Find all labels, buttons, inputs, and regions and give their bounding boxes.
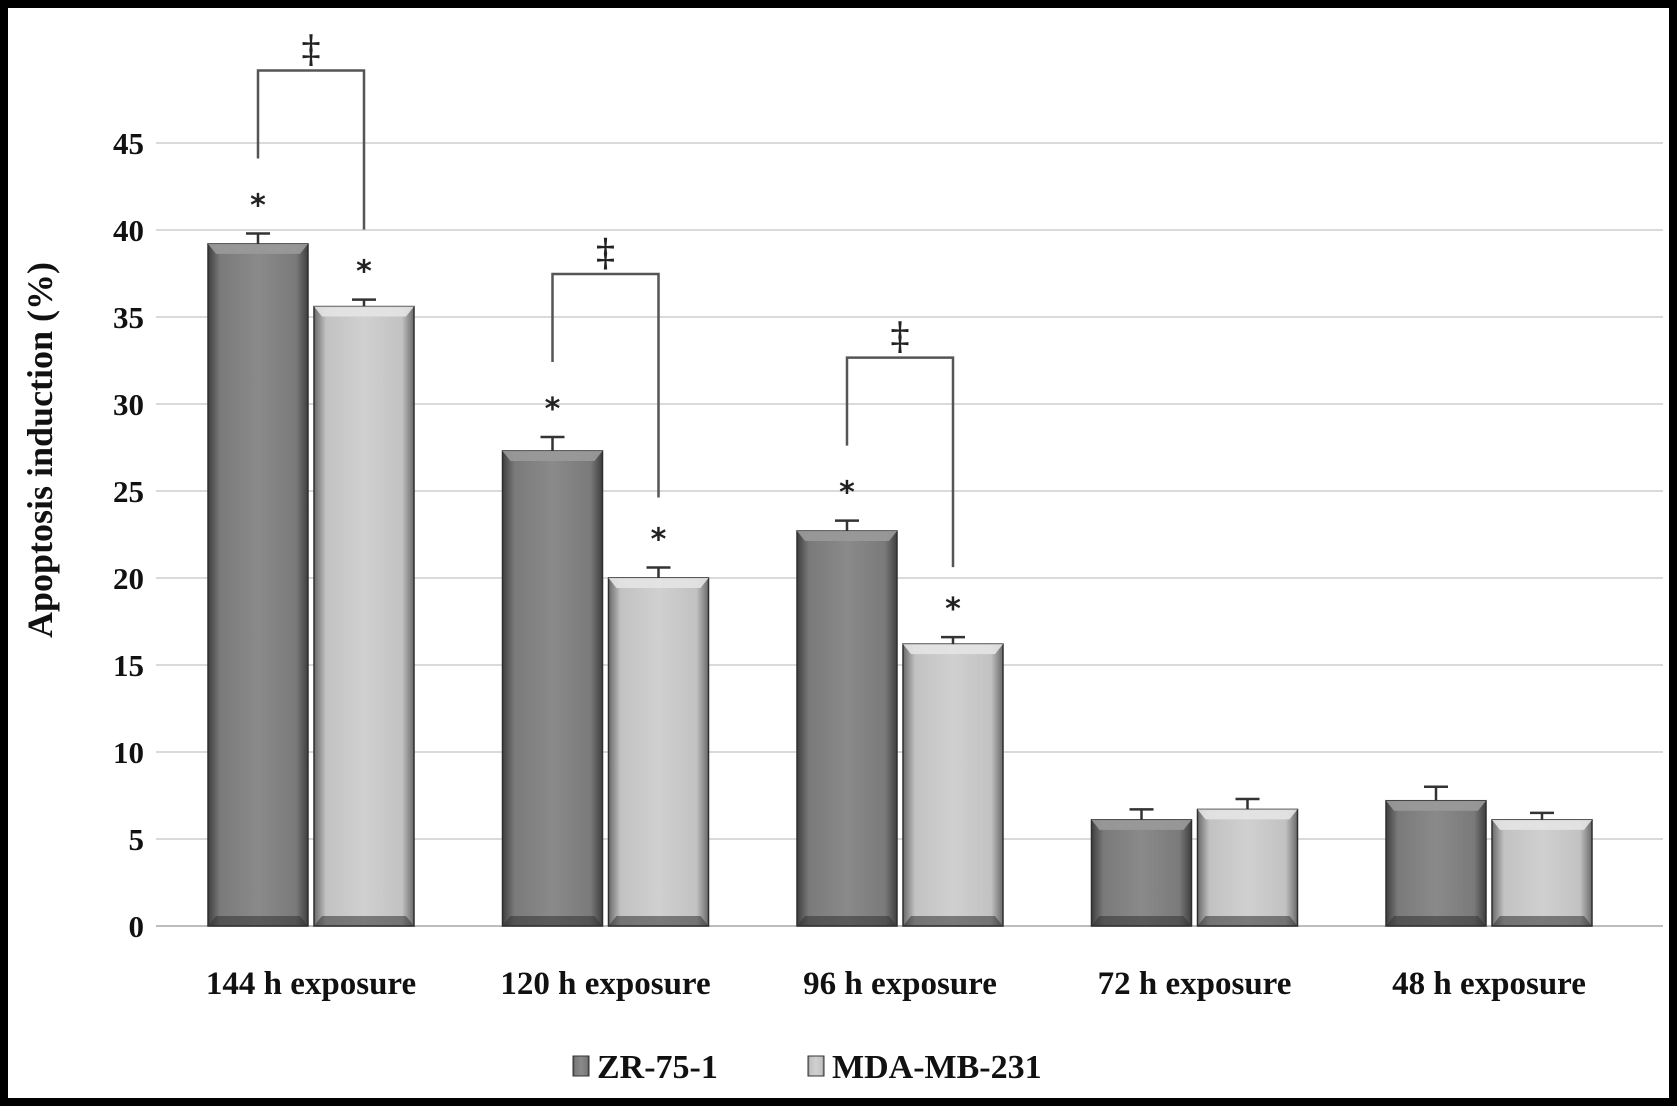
- x-tick-label: 72 h exposure: [1098, 966, 1292, 1002]
- y-tick-label: 45: [113, 126, 144, 161]
- significance-asterisk: *: [250, 188, 266, 223]
- significance-asterisk: *: [945, 592, 961, 627]
- bar-bevel: [608, 916, 709, 926]
- bar-bevel: [502, 916, 603, 926]
- significance-asterisk: *: [545, 392, 561, 427]
- y-tick-label: 30: [113, 387, 144, 422]
- bars: [207, 232, 1593, 927]
- bar-zr-75-1-4: [1385, 799, 1487, 927]
- bar-mda-mb-231-2: [902, 643, 1004, 927]
- bar-mda-mb-231-0: [313, 305, 415, 927]
- double-dagger-mark: ‡: [596, 231, 615, 275]
- bar-mda-mb-231-3: [1196, 808, 1299, 927]
- bar-zr-75-1-2: [796, 530, 898, 927]
- chart-frame: 0 5 10 15 20 25 30 35 40 45 * * * * * * ‡ ‡ ‡ 144 h expos…: [8, 8, 1669, 1098]
- double-dagger-mark: ‡: [302, 27, 321, 71]
- bar-bevel: [1386, 916, 1486, 926]
- y-tick-label: 15: [113, 648, 144, 683]
- legend: ZR-75-1 MDA-MB-231: [572, 1049, 1042, 1086]
- bar-zr-75-1-1: [501, 450, 604, 927]
- comparison-bracket: [256, 69, 366, 230]
- legend-swatch-mda-mb-231: [807, 1055, 825, 1077]
- bar-bevel: [1091, 819, 1192, 830]
- bar-bevel: [208, 243, 308, 254]
- y-axis-ticks: 0 5 10 15 20 25 30 35 40 45: [113, 126, 144, 944]
- bar-bevel: [797, 531, 897, 542]
- bar-bevel: [208, 916, 308, 926]
- bar-bevel: [797, 916, 897, 926]
- x-tick-label: 144 h exposure: [206, 966, 416, 1002]
- y-tick-label: 0: [129, 909, 145, 944]
- y-tick-label: 20: [113, 561, 144, 596]
- bar-bevel: [903, 916, 1003, 926]
- y-tick-label: 40: [113, 213, 144, 248]
- legend-swatch-zr-75-1: [572, 1055, 590, 1077]
- bar-mda-mb-231-1: [607, 577, 710, 927]
- bar-bevel: [314, 306, 414, 317]
- x-axis-labels: 144 h exposure 120 h exposure 96 h exposur…: [206, 966, 1586, 1002]
- bar-mda-mb-231-4: [1491, 819, 1593, 927]
- y-tick-label: 35: [113, 300, 144, 335]
- x-tick-label: 48 h exposure: [1392, 966, 1586, 1002]
- bar-bevel: [314, 916, 414, 926]
- bar-bevel: [1197, 916, 1298, 926]
- x-tick-label: 96 h exposure: [803, 966, 997, 1002]
- bar-bevel: [903, 644, 1003, 655]
- bar-zr-75-1-3: [1090, 819, 1193, 927]
- y-tick-label: 5: [129, 822, 145, 857]
- significance-asterisk: *: [651, 523, 667, 558]
- significance-asterisk: *: [356, 255, 372, 290]
- legend-label: MDA-MB-231: [832, 1049, 1042, 1086]
- double-dagger-mark: ‡: [891, 315, 910, 359]
- bar-bevel: [1492, 916, 1592, 926]
- bar-chart: 0 5 10 15 20 25 30 35 40 45 * * * * * * ‡ ‡ ‡ 144 h expos…: [20, 27, 1663, 1086]
- y-axis-title: Apoptosis induction (%): [20, 262, 60, 638]
- comparison-bracket: [551, 272, 660, 498]
- x-tick-label: 120 h exposure: [500, 966, 710, 1002]
- legend-label: ZR-75-1: [597, 1049, 718, 1086]
- bar-bevel: [608, 578, 709, 588]
- bar-bevel: [1197, 809, 1298, 820]
- annotations: * * * * * * ‡ ‡ ‡: [250, 27, 961, 627]
- y-tick-label: 10: [113, 735, 144, 770]
- bar-bevel: [502, 450, 603, 461]
- comparison-bracket: [845, 356, 955, 568]
- bar-bevel: [1492, 819, 1592, 830]
- bar-bevel: [1386, 800, 1486, 811]
- bar-zr-75-1-0: [207, 243, 309, 927]
- significance-asterisk: *: [839, 476, 855, 511]
- y-tick-label: 25: [113, 474, 144, 509]
- bar-bevel: [1091, 916, 1192, 926]
